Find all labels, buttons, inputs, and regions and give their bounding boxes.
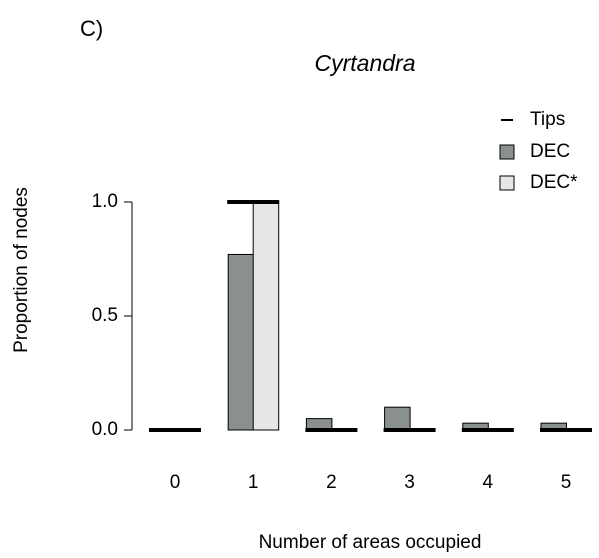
x-tick-label: 5 xyxy=(561,472,572,493)
x-axis-label: Number of areas occupied xyxy=(259,532,482,553)
y-axis-label: Proportion of nodes xyxy=(11,187,32,353)
legend-symbol xyxy=(499,175,515,191)
legend-label: DEC* xyxy=(530,172,578,193)
legend-symbol xyxy=(499,144,515,160)
bar xyxy=(252,201,280,431)
y-tick-label: 1.0 xyxy=(92,191,118,212)
x-tick-label: 4 xyxy=(483,472,494,493)
y-tick-label: 0.5 xyxy=(92,305,118,326)
panel-label: C) xyxy=(80,16,103,41)
bar xyxy=(384,406,411,431)
x-tick-label: 1 xyxy=(248,472,259,493)
bar xyxy=(227,253,255,431)
x-tick-label: 2 xyxy=(326,472,337,493)
legend-label: Tips xyxy=(530,109,565,130)
y-tick-label: 0.0 xyxy=(92,419,118,440)
chart-title: Cyrtandra xyxy=(315,50,416,76)
legend-label: DEC xyxy=(530,141,570,162)
x-tick-label: 3 xyxy=(404,472,415,493)
x-tick-label: 0 xyxy=(170,472,181,493)
